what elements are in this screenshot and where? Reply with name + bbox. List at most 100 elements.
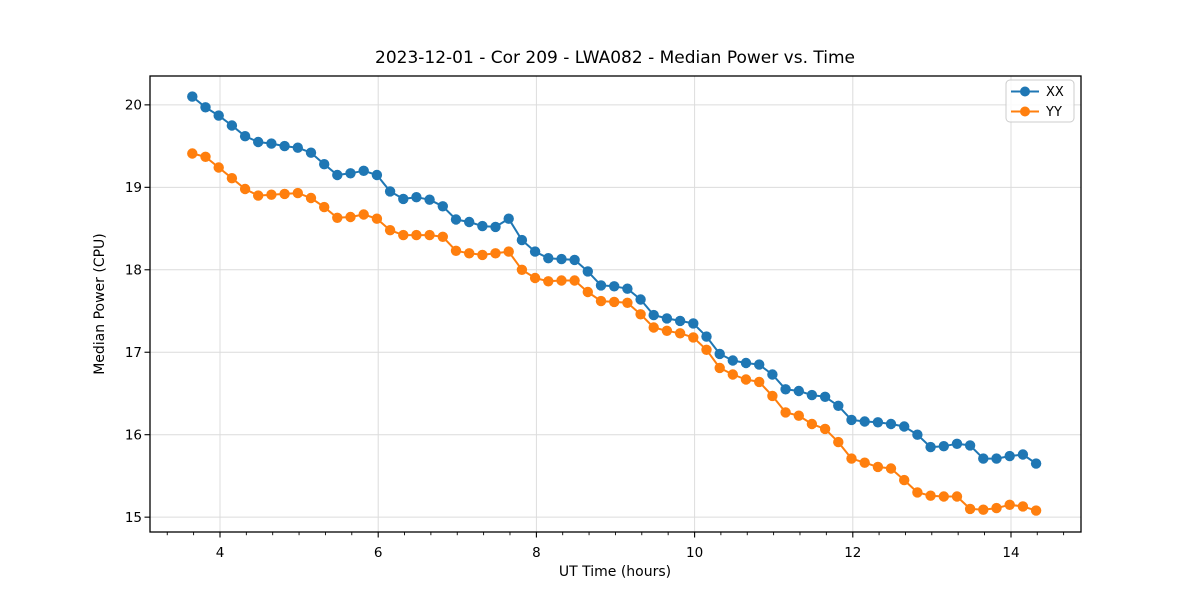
- data-point-marker: [332, 169, 343, 181]
- data-point-marker: [767, 369, 778, 380]
- series-yy: [187, 148, 1042, 516]
- series-xx: [187, 91, 1042, 469]
- data-point-marker: [1004, 499, 1015, 510]
- tick-label-layer: 4 6 8 10 12 14 15 16 17 18 19 20: [125, 98, 1020, 561]
- data-point-marker: [806, 389, 818, 401]
- data-point-marker: [912, 429, 923, 440]
- y-tick-label: 20: [125, 98, 142, 114]
- data-point-marker: [569, 254, 580, 266]
- data-point-marker: [767, 390, 778, 402]
- data-point-marker: [384, 186, 396, 197]
- data-point-marker: [226, 173, 238, 184]
- data-point-marker: [964, 503, 976, 515]
- data-point-marker: [490, 221, 501, 233]
- data-point-marker: [319, 159, 330, 170]
- legend-entry-xx: XX: [1011, 85, 1064, 100]
- data-point-marker: [622, 283, 633, 294]
- data-point-marker: [1017, 501, 1029, 512]
- data-point-marker: [1017, 449, 1029, 460]
- data-point-marker: [727, 369, 738, 380]
- data-point-marker: [885, 418, 897, 430]
- y-tick-label: 17: [125, 345, 142, 361]
- data-point-marker: [187, 148, 198, 159]
- data-point-marker: [899, 421, 910, 432]
- series-layer: [187, 91, 1042, 516]
- data-point-marker: [780, 384, 791, 395]
- series-xx-line: [191, 95, 1037, 465]
- y-tick-label: 15: [125, 510, 142, 526]
- x-tick-label: 6: [374, 545, 383, 561]
- data-point-marker: [503, 213, 514, 224]
- chart-title: 2023-12-01 - Cor 209 - LWA082 - Median P…: [375, 48, 855, 68]
- data-point-marker: [819, 423, 831, 435]
- data-point-marker: [714, 362, 725, 374]
- legend-label-xx: XX: [1046, 85, 1064, 100]
- data-point-marker: [938, 491, 949, 502]
- data-point-marker: [345, 168, 356, 179]
- data-point-marker: [661, 325, 673, 336]
- data-point-marker: [740, 374, 752, 385]
- data-point-marker: [899, 474, 910, 486]
- data-point-marker: [846, 414, 857, 426]
- data-point-marker: [253, 190, 264, 201]
- x-tick-label: 14: [1002, 545, 1019, 561]
- data-point-marker: [609, 281, 620, 292]
- data-point-marker: [635, 309, 646, 320]
- data-point-marker: [503, 246, 514, 257]
- data-point-marker: [239, 183, 251, 195]
- legend-marker-yy: [1020, 106, 1030, 117]
- data-point-marker: [688, 318, 699, 329]
- data-point-marker: [556, 275, 567, 286]
- tick-layer: [144, 104, 1065, 538]
- legend-marker-xx: [1020, 86, 1030, 97]
- data-point-marker: [358, 165, 369, 176]
- data-point-marker: [371, 169, 383, 181]
- data-point-marker: [951, 491, 963, 502]
- data-point-marker: [543, 253, 554, 264]
- data-point-marker: [543, 276, 554, 287]
- data-point-marker: [793, 410, 804, 421]
- data-point-marker: [688, 332, 699, 343]
- data-point-marker: [516, 264, 528, 275]
- data-point-marker: [213, 162, 224, 173]
- x-tick-label: 8: [532, 545, 541, 561]
- data-point-marker: [516, 234, 528, 246]
- data-point-marker: [754, 376, 765, 388]
- x-axis-label: UT Time (hours): [559, 564, 671, 580]
- data-point-marker: [833, 400, 844, 411]
- data-point-marker: [648, 322, 659, 333]
- x-tick-label: 12: [844, 545, 861, 561]
- y-tick-label: 18: [125, 263, 142, 279]
- data-point-marker: [187, 91, 198, 102]
- data-point-marker: [859, 457, 870, 468]
- data-point-marker: [345, 211, 356, 223]
- data-point-marker: [319, 201, 330, 213]
- data-point-marker: [437, 201, 448, 212]
- data-point-marker: [780, 407, 791, 418]
- data-point-marker: [872, 461, 884, 473]
- data-point-marker: [635, 294, 646, 305]
- data-point-marker: [464, 216, 475, 228]
- data-point-marker: [305, 147, 317, 158]
- data-point-marker: [714, 348, 725, 360]
- data-point-marker: [529, 272, 541, 284]
- data-point-marker: [793, 385, 804, 397]
- data-point-marker: [991, 502, 1002, 514]
- data-point-marker: [332, 212, 343, 223]
- data-point-marker: [925, 490, 936, 501]
- data-point-marker: [806, 418, 818, 430]
- legend-label-yy: YY: [1045, 105, 1062, 120]
- data-point-marker: [477, 220, 488, 232]
- data-point-marker: [279, 188, 290, 200]
- data-point-marker: [292, 187, 303, 199]
- data-point-marker: [582, 266, 593, 277]
- data-point-marker: [1004, 450, 1015, 462]
- data-point-marker: [622, 297, 633, 308]
- data-point-marker: [701, 331, 712, 342]
- x-tick-label: 10: [686, 545, 703, 561]
- data-point-marker: [701, 344, 712, 355]
- data-point-marker: [569, 275, 580, 286]
- data-point-marker: [674, 328, 686, 339]
